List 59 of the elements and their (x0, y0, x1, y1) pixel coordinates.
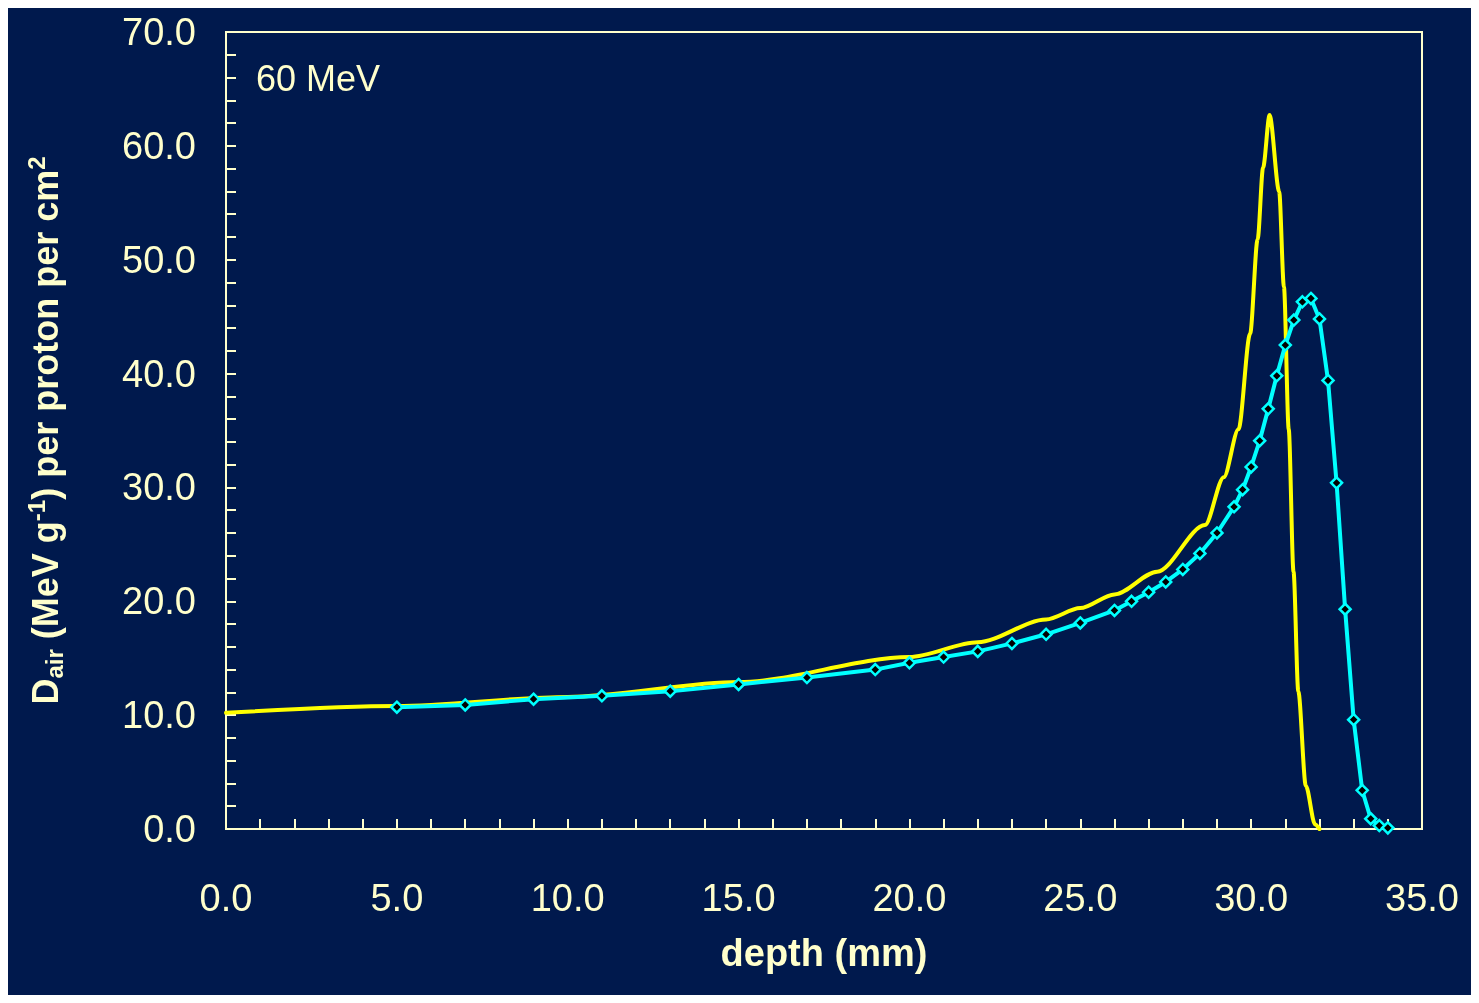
point (1261, 402, 1275, 416)
x-tick-label: 10.0 (530, 877, 605, 919)
point (663, 684, 677, 698)
point (1346, 712, 1361, 727)
point (902, 656, 917, 670)
point (1073, 616, 1088, 630)
point (1321, 373, 1335, 388)
point (1244, 460, 1258, 474)
y-tick-label: 30.0 (122, 466, 196, 509)
y-tick-label: 70.0 (122, 11, 196, 53)
line-series (224, 113, 1322, 831)
point (1252, 434, 1267, 448)
y-tick-label: 10.0 (122, 694, 196, 737)
point (1270, 369, 1284, 383)
point (971, 644, 985, 659)
x-axis-title: depth (mm) (720, 932, 928, 974)
point (1235, 482, 1250, 497)
point (1227, 500, 1241, 514)
point (595, 689, 609, 703)
x-tick-label: 20.0 (872, 877, 947, 919)
point (390, 700, 404, 714)
point (1287, 313, 1301, 327)
point (1304, 291, 1318, 306)
point (1295, 295, 1310, 309)
point (1363, 812, 1378, 826)
y-tick-label: 20.0 (122, 580, 196, 623)
point (1193, 546, 1207, 561)
x-tick-label: 5.0 (370, 877, 424, 919)
point (1381, 821, 1395, 835)
point (1278, 338, 1293, 352)
y-tick-label: 50.0 (122, 238, 196, 281)
point (1005, 636, 1019, 651)
x-tick-label: 30.0 (1214, 877, 1289, 919)
point (868, 662, 883, 677)
y-tick-label: 0.0 (143, 808, 196, 850)
y-tick-label: 40.0 (122, 352, 196, 395)
point (1039, 627, 1053, 642)
point (526, 692, 541, 706)
point (1124, 594, 1139, 609)
point (936, 650, 951, 664)
point (1158, 575, 1173, 589)
point (731, 677, 746, 692)
x-tick-label: 0.0 (199, 877, 253, 919)
x-tick-label: 25.0 (1043, 877, 1118, 919)
annotation: 60 MeV (256, 57, 381, 99)
point (1329, 476, 1344, 490)
y-axis-title: Dair (MeV g-1) per proton per cm2 (22, 156, 68, 705)
x-tick-label: 15.0 (701, 877, 776, 919)
point (1176, 562, 1190, 577)
point (1355, 783, 1369, 798)
point (1141, 585, 1156, 599)
point (1210, 526, 1224, 540)
point (1107, 603, 1122, 618)
y-tick-label: 60.0 (122, 124, 196, 167)
point (1312, 312, 1327, 326)
point (800, 670, 814, 685)
point (458, 698, 472, 712)
point (1338, 602, 1352, 617)
x-tick-label: 35.0 (1385, 877, 1459, 919)
